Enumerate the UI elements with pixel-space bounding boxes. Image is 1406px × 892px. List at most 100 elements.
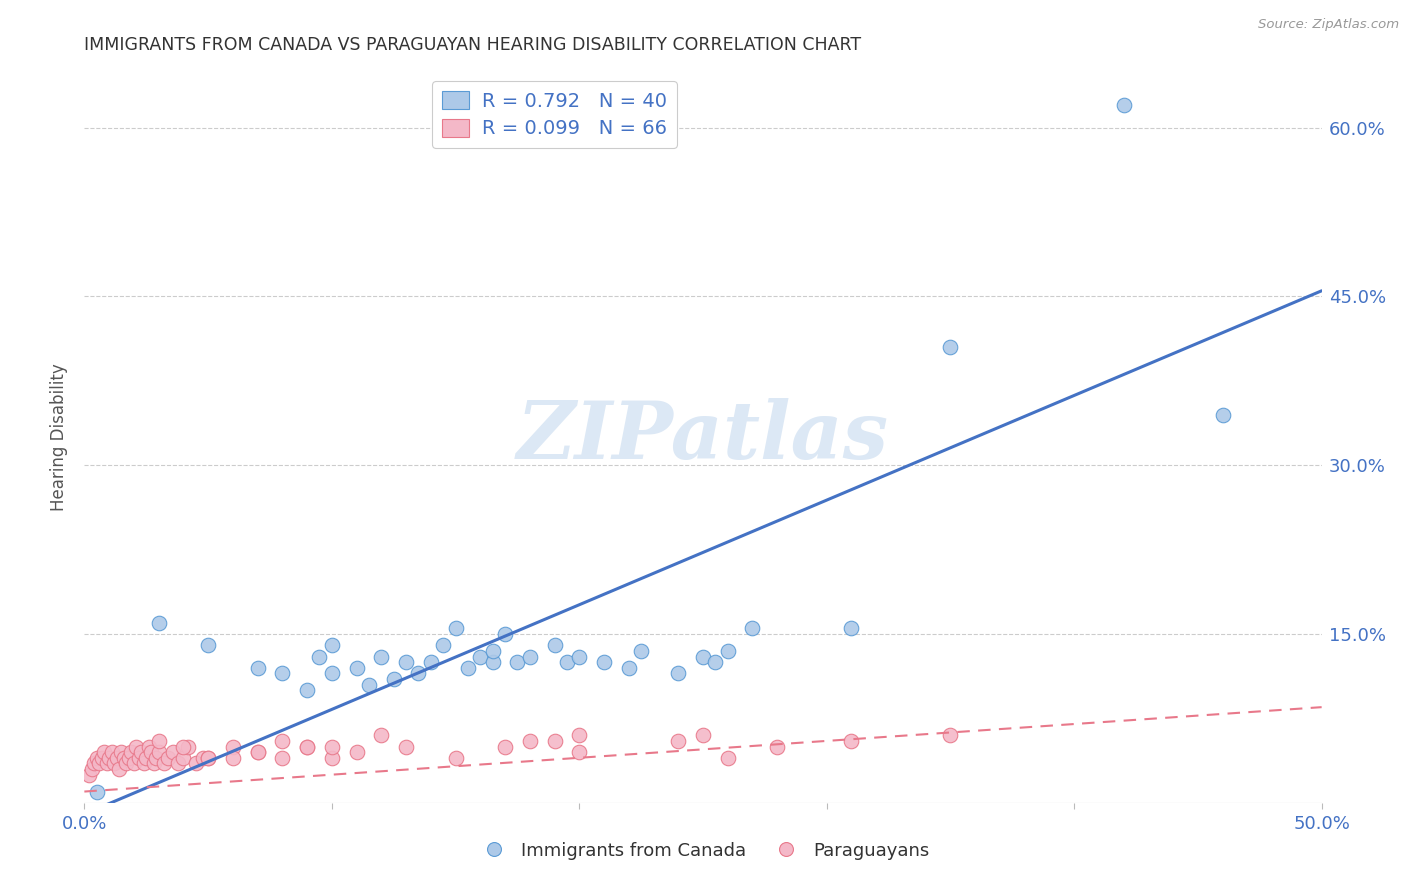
Point <box>83 756 105 771</box>
Point <box>395 655 418 669</box>
Point <box>470 649 492 664</box>
Point <box>295 739 318 754</box>
Point <box>457 661 479 675</box>
Point <box>197 751 219 765</box>
Point <box>222 739 245 754</box>
Point <box>432 638 454 652</box>
Point <box>246 661 269 675</box>
Point <box>939 340 962 354</box>
Point <box>321 638 343 652</box>
Point <box>98 751 121 765</box>
Point <box>100 745 122 759</box>
Point <box>321 666 343 681</box>
Point <box>357 678 380 692</box>
Point <box>157 751 180 765</box>
Point <box>444 621 467 635</box>
Point <box>110 745 132 759</box>
Point <box>162 745 184 759</box>
Point <box>295 739 318 754</box>
Point <box>666 666 689 681</box>
Point <box>129 745 152 759</box>
Point <box>568 649 591 664</box>
Point <box>506 655 529 669</box>
Point <box>246 745 269 759</box>
Point <box>96 756 118 771</box>
Legend: Immigrants from Canada, Paraguayans: Immigrants from Canada, Paraguayans <box>470 835 936 867</box>
Point <box>346 661 368 675</box>
Point <box>444 751 467 765</box>
Point <box>692 649 714 664</box>
Point <box>370 649 392 664</box>
Point <box>617 661 640 675</box>
Point <box>172 751 194 765</box>
Point <box>308 649 330 664</box>
Point <box>271 734 294 748</box>
Point <box>142 756 165 771</box>
Point <box>494 627 516 641</box>
Point <box>717 644 740 658</box>
Point <box>939 728 962 742</box>
Point <box>86 784 108 798</box>
Point <box>120 745 142 759</box>
Point <box>346 745 368 759</box>
Point <box>519 734 541 748</box>
Point <box>103 756 125 771</box>
Point <box>543 734 565 748</box>
Point <box>80 762 103 776</box>
Point <box>152 756 174 771</box>
Point <box>593 655 616 669</box>
Point <box>246 745 269 759</box>
Text: Source: ZipAtlas.com: Source: ZipAtlas.com <box>1258 18 1399 31</box>
Point <box>148 745 170 759</box>
Point <box>321 751 343 765</box>
Point <box>138 739 160 754</box>
Point <box>105 751 128 765</box>
Point <box>197 751 219 765</box>
Point <box>419 655 441 669</box>
Point <box>125 739 148 754</box>
Point <box>122 756 145 771</box>
Point <box>79 767 101 781</box>
Point <box>519 649 541 664</box>
Point <box>93 745 115 759</box>
Y-axis label: Hearing Disability: Hearing Disability <box>51 363 69 511</box>
Point <box>141 745 163 759</box>
Point <box>128 751 150 765</box>
Point <box>630 644 652 658</box>
Point <box>481 644 503 658</box>
Point <box>172 739 194 754</box>
Point <box>108 762 131 776</box>
Point <box>321 739 343 754</box>
Point <box>177 739 200 754</box>
Point <box>86 751 108 765</box>
Point <box>717 751 740 765</box>
Text: ZIPatlas: ZIPatlas <box>517 399 889 475</box>
Point <box>295 683 318 698</box>
Point <box>191 751 214 765</box>
Point <box>222 751 245 765</box>
Point <box>115 756 138 771</box>
Point <box>89 756 111 771</box>
Point <box>692 728 714 742</box>
Point <box>135 751 157 765</box>
Point <box>271 751 294 765</box>
Point <box>841 734 863 748</box>
Point <box>1212 408 1234 422</box>
Point <box>148 734 170 748</box>
Point <box>395 739 418 754</box>
Point <box>184 756 207 771</box>
Point <box>197 638 219 652</box>
Point <box>841 621 863 635</box>
Point <box>148 615 170 630</box>
Point <box>568 745 591 759</box>
Point <box>568 728 591 742</box>
Point <box>90 751 112 765</box>
Point <box>370 728 392 742</box>
Point <box>766 739 789 754</box>
Point <box>741 621 763 635</box>
Point <box>543 638 565 652</box>
Point <box>271 666 294 681</box>
Point <box>481 655 503 669</box>
Point <box>112 751 135 765</box>
Text: IMMIGRANTS FROM CANADA VS PARAGUAYAN HEARING DISABILITY CORRELATION CHART: IMMIGRANTS FROM CANADA VS PARAGUAYAN HEA… <box>84 36 862 54</box>
